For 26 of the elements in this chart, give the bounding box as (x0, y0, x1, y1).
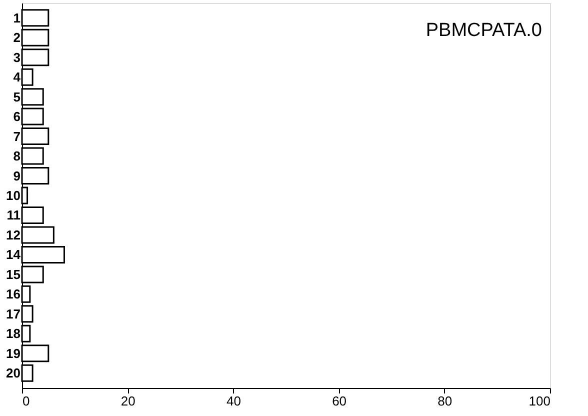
y-tick-label: 10 (6, 188, 20, 203)
y-tick-label: 19 (6, 346, 20, 361)
y-tick-label: 6 (13, 109, 20, 124)
y-tick-label: 5 (13, 89, 20, 104)
y-tick-label: 14 (6, 247, 22, 262)
y-tick-label: 2 (13, 30, 20, 46)
y-tick-label: 8 (13, 148, 20, 164)
x-tick-label: 0 (22, 394, 30, 408)
y-tick-label: 3 (13, 50, 20, 65)
x-tick-label: 40 (226, 394, 241, 408)
x-tick-label: 60 (332, 394, 347, 408)
y-tick-label: 11 (6, 208, 20, 223)
y-tick-label: 20 (6, 366, 20, 381)
y-tick-label: 12 (6, 227, 20, 242)
y-tick-label: 17 (6, 306, 20, 322)
y-tick-label: 16 (6, 286, 20, 302)
y-tick-label: 9 (13, 168, 20, 184)
x-tick-label: 20 (120, 394, 136, 408)
y-tick-label: 4 (13, 70, 22, 85)
x-tick-label: 100 (528, 394, 550, 408)
annotation: PBMCPATA.0 (426, 20, 542, 41)
y-tick-label: 18 (6, 326, 20, 342)
y-tick-label: 7 (13, 128, 20, 144)
x-tick-label: 80 (438, 394, 452, 408)
y-tick-label: 1 (13, 10, 20, 26)
y-tick-label: 15 (6, 266, 20, 282)
